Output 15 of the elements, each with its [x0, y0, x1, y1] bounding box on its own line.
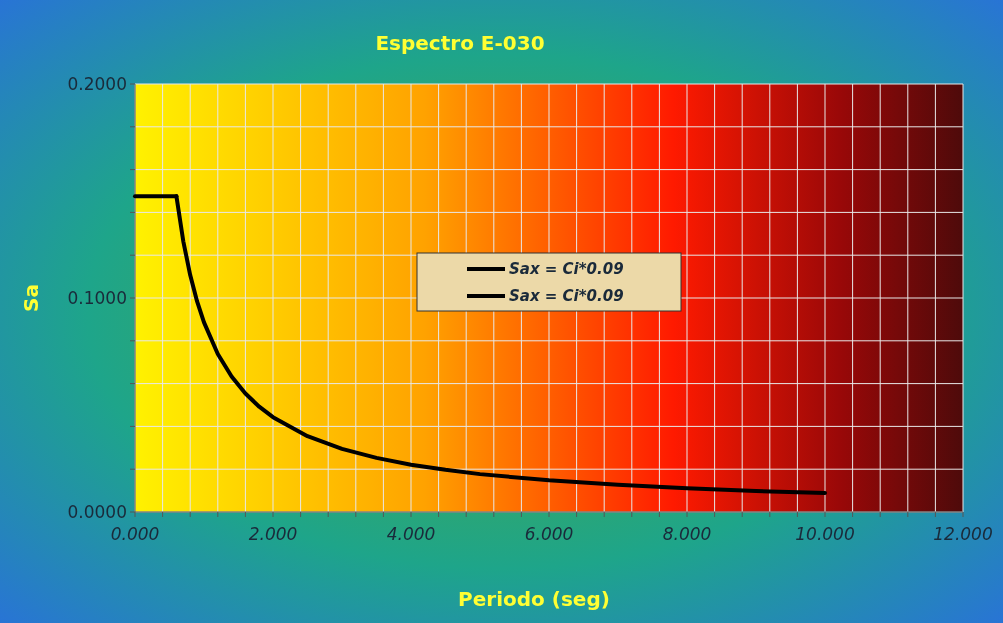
x-tick-label: 2.000 [248, 524, 298, 544]
chart-title: Espectro E-030 [375, 31, 545, 55]
x-tick-label: 6.000 [524, 524, 574, 544]
x-tick-label: 8.000 [662, 524, 712, 544]
x-tick-label: 4.000 [386, 524, 436, 544]
y-tick-label: 0.1000 [67, 287, 127, 308]
x-axis-title: Periodo (seg) [458, 587, 610, 611]
legend-label: Sax = Ci*0.09 [509, 260, 624, 279]
y-tick-label: 0.2000 [67, 73, 127, 94]
x-tick-label: 10.000 [795, 524, 855, 544]
legend-label: Sax = Ci*0.09 [509, 287, 624, 306]
x-tick-label: 12.000 [933, 524, 993, 544]
x-tick-label: 0.000 [110, 524, 160, 544]
y-tick-label: 0.0000 [67, 501, 127, 522]
y-axis-title: Sa [19, 284, 43, 312]
